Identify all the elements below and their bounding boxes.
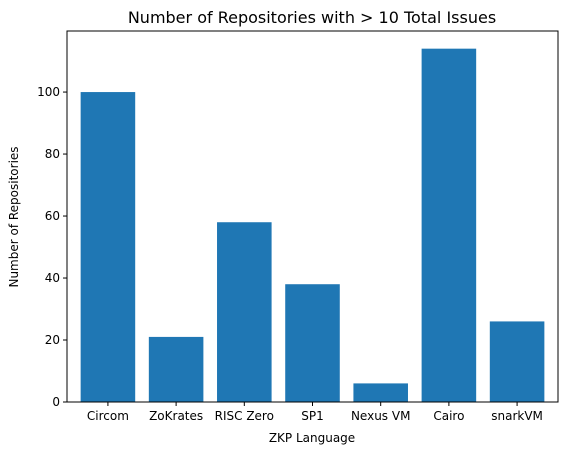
y-axis-label: Number of Repositories xyxy=(7,146,21,287)
bar-sp1 xyxy=(285,284,340,402)
x-tick-label: ZoKrates xyxy=(149,409,203,423)
x-axis-ticks: Circom ZoKrates RISC Zero SP1 Nexus VM Cairo s… xyxy=(87,402,543,423)
x-tick-label: Cairo xyxy=(433,409,464,423)
plot-frame xyxy=(66,30,559,403)
y-tick-label: 80 xyxy=(45,147,60,161)
chart-title: Number of Repositories with > 10 Total I… xyxy=(128,8,496,27)
y-tick-label: 40 xyxy=(45,271,60,285)
y-tick-label: 100 xyxy=(37,85,60,99)
bar-zokrates xyxy=(148,336,204,402)
bar-nexus-vm xyxy=(353,383,408,402)
x-tick-label: RISC Zero xyxy=(215,409,274,423)
x-tick-label: snarkVM xyxy=(491,409,543,423)
x-tick-label: Nexus VM xyxy=(351,409,410,423)
bars-group xyxy=(80,48,545,403)
x-axis-label: ZKP Language xyxy=(269,431,355,445)
bar-risc-zero xyxy=(217,222,272,402)
y-axis-ticks: 0 20 40 60 80 100 xyxy=(37,85,67,409)
y-tick-label: 60 xyxy=(45,209,60,223)
y-tick-label: 0 xyxy=(52,395,60,409)
x-tick-label: SP1 xyxy=(301,409,324,423)
x-tick-label: Circom xyxy=(87,409,129,423)
bar-circom xyxy=(80,92,136,402)
bar-cairo xyxy=(421,48,477,403)
y-tick-label: 20 xyxy=(45,333,60,347)
bar-snarkvm xyxy=(489,321,545,402)
